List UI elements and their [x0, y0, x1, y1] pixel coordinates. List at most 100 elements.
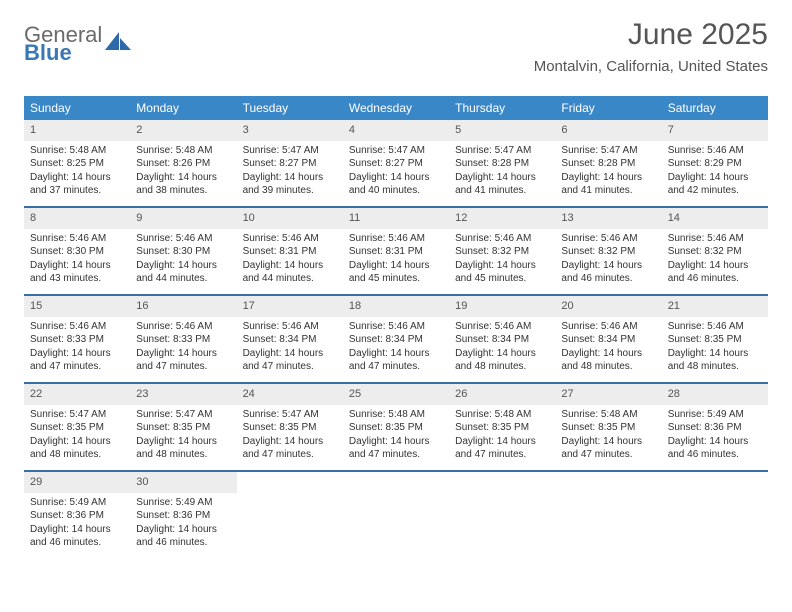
week-row: 1Sunrise: 5:48 AMSunset: 8:25 PMDaylight… [24, 120, 768, 206]
day-cell: 24Sunrise: 5:47 AMSunset: 8:35 PMDayligh… [237, 384, 343, 470]
sunrise-line: Sunrise: 5:47 AM [455, 144, 549, 158]
month-title: June 2025 [534, 18, 768, 52]
daylight-line: Daylight: 14 hours and 46 minutes. [668, 259, 762, 286]
day-body: Sunrise: 5:47 AMSunset: 8:35 PMDaylight:… [130, 405, 236, 468]
day-cell: 13Sunrise: 5:46 AMSunset: 8:32 PMDayligh… [555, 208, 661, 294]
sunset-line: Sunset: 8:35 PM [455, 421, 549, 435]
sunset-line: Sunset: 8:33 PM [136, 333, 230, 347]
day-cell: 22Sunrise: 5:47 AMSunset: 8:35 PMDayligh… [24, 384, 130, 470]
sunset-line: Sunset: 8:32 PM [668, 245, 762, 259]
day-number: 15 [24, 296, 130, 317]
day-cell: 12Sunrise: 5:46 AMSunset: 8:32 PMDayligh… [449, 208, 555, 294]
sunset-line: Sunset: 8:35 PM [30, 421, 124, 435]
sunrise-line: Sunrise: 5:46 AM [30, 232, 124, 246]
sunset-line: Sunset: 8:31 PM [349, 245, 443, 259]
day-cell: 26Sunrise: 5:48 AMSunset: 8:35 PMDayligh… [449, 384, 555, 470]
day-cell: 6Sunrise: 5:47 AMSunset: 8:28 PMDaylight… [555, 120, 661, 206]
sunrise-line: Sunrise: 5:46 AM [668, 232, 762, 246]
sunrise-line: Sunrise: 5:46 AM [668, 320, 762, 334]
day-number: 8 [24, 208, 130, 229]
day-cell: 21Sunrise: 5:46 AMSunset: 8:35 PMDayligh… [662, 296, 768, 382]
sunrise-line: Sunrise: 5:46 AM [668, 144, 762, 158]
sunset-line: Sunset: 8:28 PM [455, 157, 549, 171]
day-number: 5 [449, 120, 555, 141]
daylight-line: Daylight: 14 hours and 39 minutes. [243, 171, 337, 198]
sunrise-line: Sunrise: 5:47 AM [243, 144, 337, 158]
sunset-line: Sunset: 8:33 PM [30, 333, 124, 347]
day-body: Sunrise: 5:48 AMSunset: 8:35 PMDaylight:… [343, 405, 449, 468]
sunset-line: Sunset: 8:35 PM [136, 421, 230, 435]
daylight-line: Daylight: 14 hours and 48 minutes. [136, 435, 230, 462]
day-number: 10 [237, 208, 343, 229]
day-cell: 3Sunrise: 5:47 AMSunset: 8:27 PMDaylight… [237, 120, 343, 206]
daylight-line: Daylight: 14 hours and 46 minutes. [30, 523, 124, 550]
day-body: Sunrise: 5:46 AMSunset: 8:32 PMDaylight:… [555, 229, 661, 292]
sunrise-line: Sunrise: 5:47 AM [349, 144, 443, 158]
logo-sail-icon [105, 32, 131, 59]
day-cell: 7Sunrise: 5:46 AMSunset: 8:29 PMDaylight… [662, 120, 768, 206]
weeks-container: 1Sunrise: 5:48 AMSunset: 8:25 PMDaylight… [24, 120, 768, 558]
day-number: 19 [449, 296, 555, 317]
day-cell: 15Sunrise: 5:46 AMSunset: 8:33 PMDayligh… [24, 296, 130, 382]
day-number: 30 [130, 472, 236, 493]
daylight-line: Daylight: 14 hours and 47 minutes. [455, 435, 549, 462]
week-row: 22Sunrise: 5:47 AMSunset: 8:35 PMDayligh… [24, 382, 768, 470]
day-body: Sunrise: 5:46 AMSunset: 8:31 PMDaylight:… [237, 229, 343, 292]
daylight-line: Daylight: 14 hours and 47 minutes. [561, 435, 655, 462]
empty-cell [662, 472, 768, 558]
day-number: 21 [662, 296, 768, 317]
day-body: Sunrise: 5:47 AMSunset: 8:35 PMDaylight:… [24, 405, 130, 468]
sunset-line: Sunset: 8:32 PM [455, 245, 549, 259]
day-cell: 8Sunrise: 5:46 AMSunset: 8:30 PMDaylight… [24, 208, 130, 294]
daylight-line: Daylight: 14 hours and 47 minutes. [349, 435, 443, 462]
day-number: 13 [555, 208, 661, 229]
sunrise-line: Sunrise: 5:48 AM [349, 408, 443, 422]
day-number: 18 [343, 296, 449, 317]
day-cell: 2Sunrise: 5:48 AMSunset: 8:26 PMDaylight… [130, 120, 236, 206]
sunset-line: Sunset: 8:27 PM [349, 157, 443, 171]
week-row: 15Sunrise: 5:46 AMSunset: 8:33 PMDayligh… [24, 294, 768, 382]
day-number: 7 [662, 120, 768, 141]
day-cell: 14Sunrise: 5:46 AMSunset: 8:32 PMDayligh… [662, 208, 768, 294]
sunset-line: Sunset: 8:34 PM [561, 333, 655, 347]
day-body: Sunrise: 5:49 AMSunset: 8:36 PMDaylight:… [24, 493, 130, 556]
sunrise-line: Sunrise: 5:48 AM [30, 144, 124, 158]
sunrise-line: Sunrise: 5:47 AM [136, 408, 230, 422]
day-cell: 29Sunrise: 5:49 AMSunset: 8:36 PMDayligh… [24, 472, 130, 558]
sunset-line: Sunset: 8:35 PM [349, 421, 443, 435]
day-cell: 17Sunrise: 5:46 AMSunset: 8:34 PMDayligh… [237, 296, 343, 382]
day-number: 28 [662, 384, 768, 405]
daylight-line: Daylight: 14 hours and 45 minutes. [349, 259, 443, 286]
sunrise-line: Sunrise: 5:48 AM [561, 408, 655, 422]
daylight-line: Daylight: 14 hours and 45 minutes. [455, 259, 549, 286]
sunset-line: Sunset: 8:30 PM [30, 245, 124, 259]
daylight-line: Daylight: 14 hours and 47 minutes. [30, 347, 124, 374]
day-cell: 23Sunrise: 5:47 AMSunset: 8:35 PMDayligh… [130, 384, 236, 470]
day-cell: 27Sunrise: 5:48 AMSunset: 8:35 PMDayligh… [555, 384, 661, 470]
daylight-line: Daylight: 14 hours and 48 minutes. [455, 347, 549, 374]
day-number: 4 [343, 120, 449, 141]
daylight-line: Daylight: 14 hours and 47 minutes. [243, 435, 337, 462]
empty-cell [449, 472, 555, 558]
sunset-line: Sunset: 8:34 PM [349, 333, 443, 347]
sunset-line: Sunset: 8:26 PM [136, 157, 230, 171]
day-body: Sunrise: 5:48 AMSunset: 8:35 PMDaylight:… [449, 405, 555, 468]
daylight-line: Daylight: 14 hours and 43 minutes. [30, 259, 124, 286]
sunset-line: Sunset: 8:28 PM [561, 157, 655, 171]
week-row: 8Sunrise: 5:46 AMSunset: 8:30 PMDaylight… [24, 206, 768, 294]
day-number: 6 [555, 120, 661, 141]
day-number: 12 [449, 208, 555, 229]
sunrise-line: Sunrise: 5:49 AM [30, 496, 124, 510]
day-body: Sunrise: 5:46 AMSunset: 8:30 PMDaylight:… [24, 229, 130, 292]
day-body: Sunrise: 5:46 AMSunset: 8:33 PMDaylight:… [24, 317, 130, 380]
empty-cell [237, 472, 343, 558]
sunrise-line: Sunrise: 5:46 AM [243, 320, 337, 334]
weekday-header-row: Sunday Monday Tuesday Wednesday Thursday… [24, 96, 768, 120]
daylight-line: Daylight: 14 hours and 44 minutes. [136, 259, 230, 286]
day-body: Sunrise: 5:47 AMSunset: 8:27 PMDaylight:… [343, 141, 449, 204]
header: General Blue June 2025 Montalvin, Califo… [24, 18, 768, 78]
day-number: 25 [343, 384, 449, 405]
sunrise-line: Sunrise: 5:46 AM [30, 320, 124, 334]
day-body: Sunrise: 5:47 AMSunset: 8:27 PMDaylight:… [237, 141, 343, 204]
day-body: Sunrise: 5:47 AMSunset: 8:35 PMDaylight:… [237, 405, 343, 468]
